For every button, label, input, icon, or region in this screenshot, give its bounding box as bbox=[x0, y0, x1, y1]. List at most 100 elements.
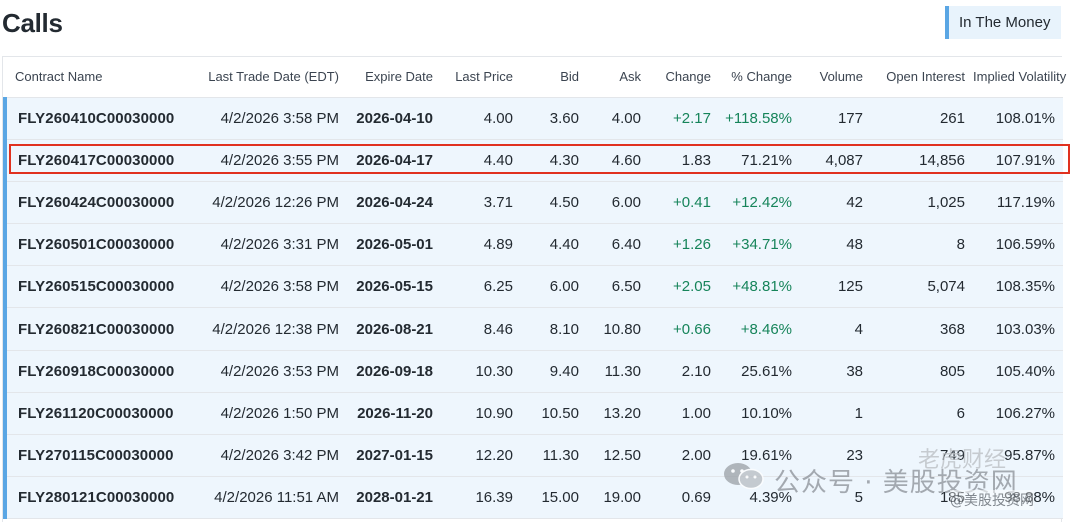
open-interest: 261 bbox=[871, 97, 973, 140]
implied-volatility: 103.03% bbox=[973, 307, 1063, 351]
col-header-open-interest[interactable]: Open Interest bbox=[871, 57, 973, 98]
ask: 6.40 bbox=[587, 223, 649, 267]
expire-date: 2026-09-18 bbox=[347, 350, 441, 393]
contract-name-link[interactable]: FLY261120C00030000 bbox=[3, 392, 198, 436]
change: 2.00 bbox=[649, 434, 719, 478]
contract-name-link[interactable]: FLY280121C00030000 bbox=[3, 476, 198, 520]
last-price: 4.00 bbox=[441, 97, 521, 140]
implied-volatility: 105.40% bbox=[973, 350, 1063, 393]
table-header-row: Contract Name Last Trade Date (EDT) Expi… bbox=[5, 57, 1066, 98]
col-header-last-price[interactable]: Last Price bbox=[441, 57, 521, 98]
last-price: 6.25 bbox=[441, 265, 521, 309]
expire-date: 2026-11-20 bbox=[347, 392, 441, 436]
table-row: FLY280121C00030000 4/2/2026 11:51 AM 202… bbox=[3, 476, 1063, 520]
implied-volatility: 108.01% bbox=[973, 97, 1063, 140]
expire-date: 2026-04-10 bbox=[347, 97, 441, 140]
expire-date: 2028-01-21 bbox=[347, 476, 441, 520]
last-trade-date: 4/2/2026 12:38 PM bbox=[198, 307, 347, 351]
options-table-container: Contract Name Last Trade Date (EDT) Expi… bbox=[2, 56, 1066, 522]
bid: 9.40 bbox=[521, 350, 587, 393]
ask: 6.00 bbox=[587, 181, 649, 225]
last-trade-date: 4/2/2026 11:51 AM bbox=[198, 476, 347, 520]
last-trade-date: 4/2/2026 3:53 PM bbox=[198, 350, 347, 393]
last-price: 16.39 bbox=[441, 476, 521, 520]
last-trade-date: 4/2/2026 1:50 PM bbox=[198, 392, 347, 436]
bid: 10.50 bbox=[521, 392, 587, 436]
last-trade-date: 4/2/2026 3:31 PM bbox=[198, 223, 347, 267]
open-interest: 368 bbox=[871, 307, 973, 351]
expire-date: 2026-05-01 bbox=[347, 223, 441, 267]
implied-volatility: 106.59% bbox=[973, 223, 1063, 267]
percent-change: +12.42% bbox=[719, 181, 800, 225]
col-header-change[interactable]: Change bbox=[649, 57, 719, 98]
last-price: 8.46 bbox=[441, 307, 521, 351]
contract-name-link[interactable]: FLY260424C00030000 bbox=[3, 181, 198, 225]
expire-date: 2026-04-24 bbox=[347, 181, 441, 225]
change: +0.41 bbox=[649, 181, 719, 225]
percent-change: 25.61% bbox=[719, 350, 800, 393]
bid: 11.30 bbox=[521, 434, 587, 478]
expire-date: 2026-04-17 bbox=[347, 139, 441, 182]
table-row: FLY260515C00030000 4/2/2026 3:58 PM 2026… bbox=[3, 265, 1063, 309]
table-row: FLY260821C00030000 4/2/2026 12:38 PM 202… bbox=[3, 307, 1063, 351]
open-interest: 805 bbox=[871, 350, 973, 393]
last-price: 12.20 bbox=[441, 434, 521, 478]
implied-volatility: 108.35% bbox=[973, 265, 1063, 309]
contract-name-link[interactable]: FLY260515C00030000 bbox=[3, 265, 198, 309]
last-trade-date: 4/2/2026 3:42 PM bbox=[198, 434, 347, 478]
last-trade-date: 4/2/2026 3:58 PM bbox=[198, 265, 347, 309]
percent-change: 10.10% bbox=[719, 392, 800, 436]
percent-change: +48.81% bbox=[719, 265, 800, 309]
bid: 6.00 bbox=[521, 265, 587, 309]
expire-date: 2026-08-21 bbox=[347, 307, 441, 351]
ask: 6.50 bbox=[587, 265, 649, 309]
implied-volatility: 95.87% bbox=[973, 434, 1063, 478]
col-header-implied-volatility[interactable]: Implied Volatility bbox=[973, 57, 1066, 98]
col-header-percent-change[interactable]: % Change bbox=[719, 57, 800, 98]
open-interest: 1,025 bbox=[871, 181, 973, 225]
ask: 11.30 bbox=[587, 350, 649, 393]
bid: 4.40 bbox=[521, 223, 587, 267]
last-price: 3.71 bbox=[441, 181, 521, 225]
open-interest: 5,074 bbox=[871, 265, 973, 309]
bid: 3.60 bbox=[521, 97, 587, 140]
last-price: 10.90 bbox=[441, 392, 521, 436]
col-header-bid[interactable]: Bid bbox=[521, 57, 587, 98]
in-the-money-toggle[interactable]: In The Money bbox=[945, 6, 1061, 39]
contract-name-link[interactable]: FLY260501C00030000 bbox=[3, 223, 198, 267]
volume: 4,087 bbox=[800, 139, 871, 182]
last-trade-date: 4/2/2026 3:58 PM bbox=[198, 97, 347, 140]
volume: 4 bbox=[800, 307, 871, 351]
last-trade-date: 4/2/2026 12:26 PM bbox=[198, 181, 347, 225]
open-interest: 14,856 bbox=[871, 139, 973, 182]
table-row: FLY260501C00030000 4/2/2026 3:31 PM 2026… bbox=[3, 223, 1063, 267]
bid: 15.00 bbox=[521, 476, 587, 520]
ask: 12.50 bbox=[587, 434, 649, 478]
volume: 42 bbox=[800, 181, 871, 225]
col-header-last-trade-date[interactable]: Last Trade Date (EDT) bbox=[198, 57, 347, 98]
volume: 125 bbox=[800, 265, 871, 309]
col-header-volume[interactable]: Volume bbox=[800, 57, 871, 98]
ask: 19.00 bbox=[587, 476, 649, 520]
change: +0.66 bbox=[649, 307, 719, 351]
contract-name-link[interactable]: FLY260821C00030000 bbox=[3, 307, 198, 351]
col-header-expire-date[interactable]: Expire Date bbox=[347, 57, 441, 98]
open-interest: 185 bbox=[871, 476, 973, 520]
contract-name-link[interactable]: FLY260417C00030000 bbox=[3, 139, 198, 182]
col-header-contract-name[interactable]: Contract Name bbox=[5, 57, 198, 98]
ask: 4.60 bbox=[587, 139, 649, 182]
volume: 1 bbox=[800, 392, 871, 436]
table-row: FLY260424C00030000 4/2/2026 12:26 PM 202… bbox=[3, 181, 1063, 225]
contract-name-link[interactable]: FLY260918C00030000 bbox=[3, 350, 198, 393]
calls-table: Contract Name Last Trade Date (EDT) Expi… bbox=[3, 57, 1066, 520]
change: 1.83 bbox=[649, 139, 719, 182]
table-row: FLY260918C00030000 4/2/2026 3:53 PM 2026… bbox=[3, 350, 1063, 393]
percent-change: 19.61% bbox=[719, 434, 800, 478]
contract-name-link[interactable]: FLY270115C00030000 bbox=[3, 434, 198, 478]
contract-name-link[interactable]: FLY260410C00030000 bbox=[3, 97, 198, 140]
percent-change: +118.58% bbox=[719, 97, 800, 140]
volume: 177 bbox=[800, 97, 871, 140]
expire-date: 2027-01-15 bbox=[347, 434, 441, 478]
col-header-ask[interactable]: Ask bbox=[587, 57, 649, 98]
implied-volatility: 106.27% bbox=[973, 392, 1063, 436]
